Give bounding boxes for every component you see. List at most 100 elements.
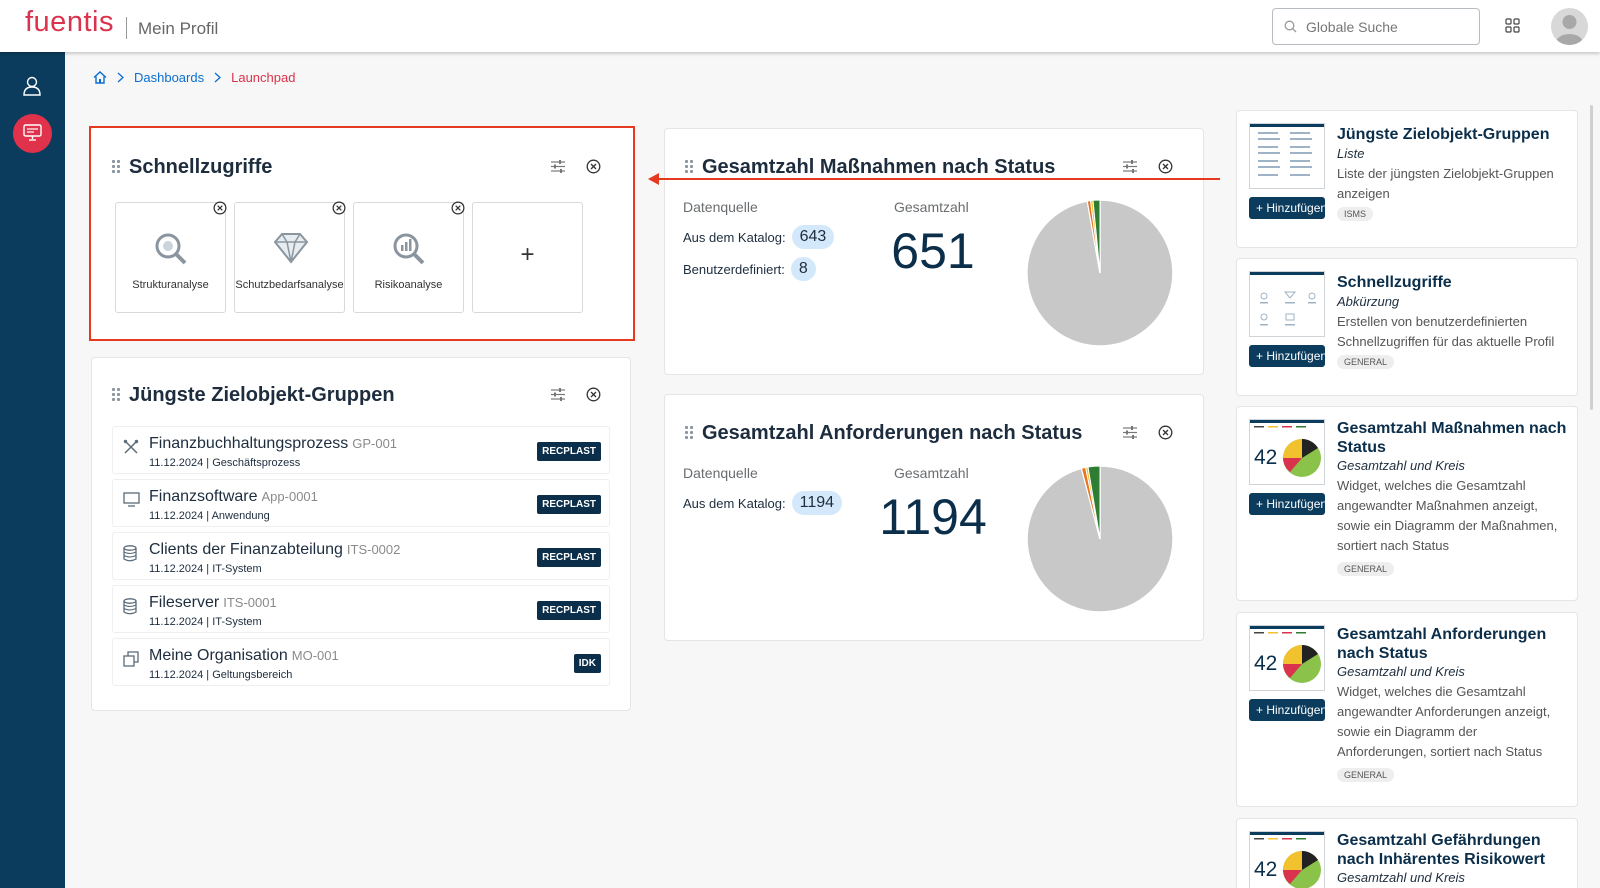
quick-tile-risikoanalyse[interactable]: Risikoanalyse: [353, 201, 465, 313]
settings-sliders-icon[interactable]: [1123, 426, 1137, 439]
search-icon: [1284, 20, 1297, 33]
grid-icon[interactable]: [1505, 18, 1520, 33]
breadcrumb-dashboards[interactable]: Dashboards: [134, 70, 205, 85]
massnahmen-title: Gesamtzahl Maßnahmen nach Status: [702, 156, 1056, 178]
widget-card: + Hinzufügen Jüngste Zielobjekt-Gruppen …: [1236, 110, 1578, 248]
breadcrumb: Dashboards Launchpad: [93, 70, 295, 85]
logo[interactable]: fuentis: [25, 6, 114, 38]
zielobjekt-row[interactable]: Finanzsoftware App-0001 11.12.2024 | Anwe…: [112, 479, 610, 527]
status-pie-chart[interactable]: [1026, 465, 1174, 613]
close-circle-icon[interactable]: [1158, 159, 1173, 174]
widget-subtitle: Gesamtzahl und Kreis: [1337, 458, 1465, 473]
pie-slice-green: [1087, 465, 1101, 540]
schnellzugriffe-title: Schnellzugriffe: [129, 156, 273, 178]
remove-tile-icon[interactable]: [332, 201, 346, 215]
settings-sliders-icon[interactable]: [551, 160, 565, 173]
annotation-arrow-line: [657, 178, 1220, 180]
top-bar: fuentis Mein Profil Globale Suche: [0, 0, 1600, 52]
widget-title: Jüngste Zielobjekt-Gruppen: [1337, 126, 1550, 143]
widget-thumbnail: 42: [1249, 419, 1325, 485]
zielobjekt-title: Jüngste Zielobjekt-Gruppen: [129, 384, 395, 406]
widget-card: + Hinzufügen Schnellzugriffe Abkürzung E…: [1236, 258, 1578, 396]
add-widget-button[interactable]: + Hinzufügen: [1249, 699, 1325, 721]
add-widget-button[interactable]: + Hinzufügen: [1249, 493, 1325, 515]
zielobjekt-row[interactable]: Meine Organisation MO-001 11.12.2024 | Ge…: [112, 638, 610, 686]
widget-title: Gesamtzahl Anforderungen nach Status: [1337, 626, 1547, 662]
quick-tile-schutzbedarfsanalyse[interactable]: Schutzbedarfsanalyse: [234, 201, 346, 313]
add-quick-access-button[interactable]: +: [472, 202, 583, 313]
row-name: Finanzbuchhaltungsprozess: [149, 435, 349, 452]
app-title: Mein Profil: [138, 19, 219, 38]
drag-handle-icon[interactable]: [112, 388, 122, 402]
add-widget-button[interactable]: + Hinzufügen: [1249, 345, 1325, 367]
gesamtzahl-label: Gesamtzahl: [894, 199, 969, 215]
catalog-count-row: Aus dem Katalog: 643: [683, 225, 835, 249]
divider: [126, 17, 127, 39]
quick-tile-strukturanalyse[interactable]: Strukturanalyse: [115, 201, 227, 313]
tile-label: Strukturanalyse: [132, 279, 209, 291]
add-widget-button[interactable]: + Hinzufügen: [1249, 197, 1325, 219]
settings-sliders-icon[interactable]: [1123, 160, 1137, 173]
search-placeholder: Globale Suche: [1306, 19, 1398, 35]
widget-subtitle: Gesamtzahl und Kreis: [1337, 870, 1465, 885]
avatar[interactable]: [1551, 8, 1588, 45]
thumb-number: 42: [1254, 652, 1278, 675]
user-icon[interactable]: [22, 76, 42, 96]
row-code: App-0001: [261, 489, 318, 504]
remove-tile-icon[interactable]: [213, 201, 227, 215]
tile-label: Risikoanalyse: [374, 279, 443, 291]
pie-slice-green: [1092, 199, 1101, 274]
widget-thumbnail: 42: [1249, 625, 1325, 691]
custom-label: Benutzerdefiniert:: [683, 261, 785, 277]
close-circle-icon[interactable]: [586, 159, 601, 174]
widget-title: Gesamtzahl Gefährdungen nach Inhärentes …: [1337, 832, 1546, 868]
breadcrumb-launchpad: Launchpad: [231, 70, 296, 85]
close-circle-icon[interactable]: [586, 387, 601, 402]
remove-tile-icon[interactable]: [451, 201, 465, 215]
row-name: Fileserver: [149, 594, 220, 611]
status-pie-chart[interactable]: [1026, 199, 1174, 347]
drag-handle-icon[interactable]: [112, 160, 122, 174]
thumb-number: 42: [1254, 858, 1278, 881]
plus-icon: +: [520, 241, 535, 268]
close-circle-icon[interactable]: [1158, 425, 1173, 440]
widget-title: Gesamtzahl Maßnahmen nach Status: [1337, 420, 1567, 456]
widget-description: Liste der jüngsten Zielobjekt-Gruppen an…: [1337, 166, 1554, 201]
process-icon: [123, 439, 139, 454]
copy-icon: [123, 651, 139, 667]
widget-thumbnail: 42: [1249, 831, 1325, 888]
custom-count-pill[interactable]: 8: [790, 257, 816, 281]
row-meta: 11.12.2024 | IT-System: [149, 616, 262, 628]
anforderungen-title: Gesamtzahl Anforderungen nach Status: [702, 422, 1083, 444]
zielobjekt-row[interactable]: Finanzbuchhaltungsprozess GP-001 11.12.20…: [112, 426, 610, 474]
tile-label: Schutzbedarfsanalyse: [235, 279, 344, 291]
user-avatar-icon: [1555, 15, 1584, 45]
sidebar-item-dashboard[interactable]: [13, 114, 52, 153]
drag-handle-icon[interactable]: [685, 160, 695, 174]
widget-description: Erstellen von benutzerdefinierten Schnel…: [1337, 314, 1555, 349]
widget-thumbnail: [1249, 271, 1325, 337]
settings-sliders-icon[interactable]: [551, 388, 565, 401]
widget-tag: GENERAL: [1337, 562, 1395, 576]
total-number: 651: [891, 223, 975, 279]
structure-analysis-icon: [155, 233, 187, 265]
widget-thumbnail: [1249, 123, 1325, 189]
zielobjekt-row[interactable]: Fileserver ITS-0001 11.12.2024 | IT-Syste…: [112, 585, 610, 633]
widget-tag: GENERAL: [1337, 768, 1395, 782]
chevron-right-icon: [214, 72, 222, 83]
risk-analysis-icon: [393, 233, 425, 265]
drag-handle-icon[interactable]: [685, 426, 695, 440]
zielobjekt-row[interactable]: Clients der Finanzabteilung ITS-0002 11.1…: [112, 532, 610, 580]
presentation-icon: [23, 124, 42, 141]
database-icon: [123, 545, 137, 562]
global-search-input[interactable]: Globale Suche: [1272, 8, 1480, 45]
catalog-count-pill[interactable]: 643: [791, 225, 835, 249]
widget-tag: GENERAL: [1337, 355, 1395, 369]
scrollbar[interactable]: [1590, 105, 1593, 410]
home-icon[interactable]: [93, 71, 107, 84]
status-badge: RECPLAST: [537, 548, 601, 567]
catalog-count-pill[interactable]: 1194: [791, 491, 843, 515]
widget-subtitle: Abkürzung: [1337, 294, 1400, 309]
widget-tag: ISMS: [1337, 207, 1374, 221]
thumb-number: 42: [1254, 446, 1278, 469]
